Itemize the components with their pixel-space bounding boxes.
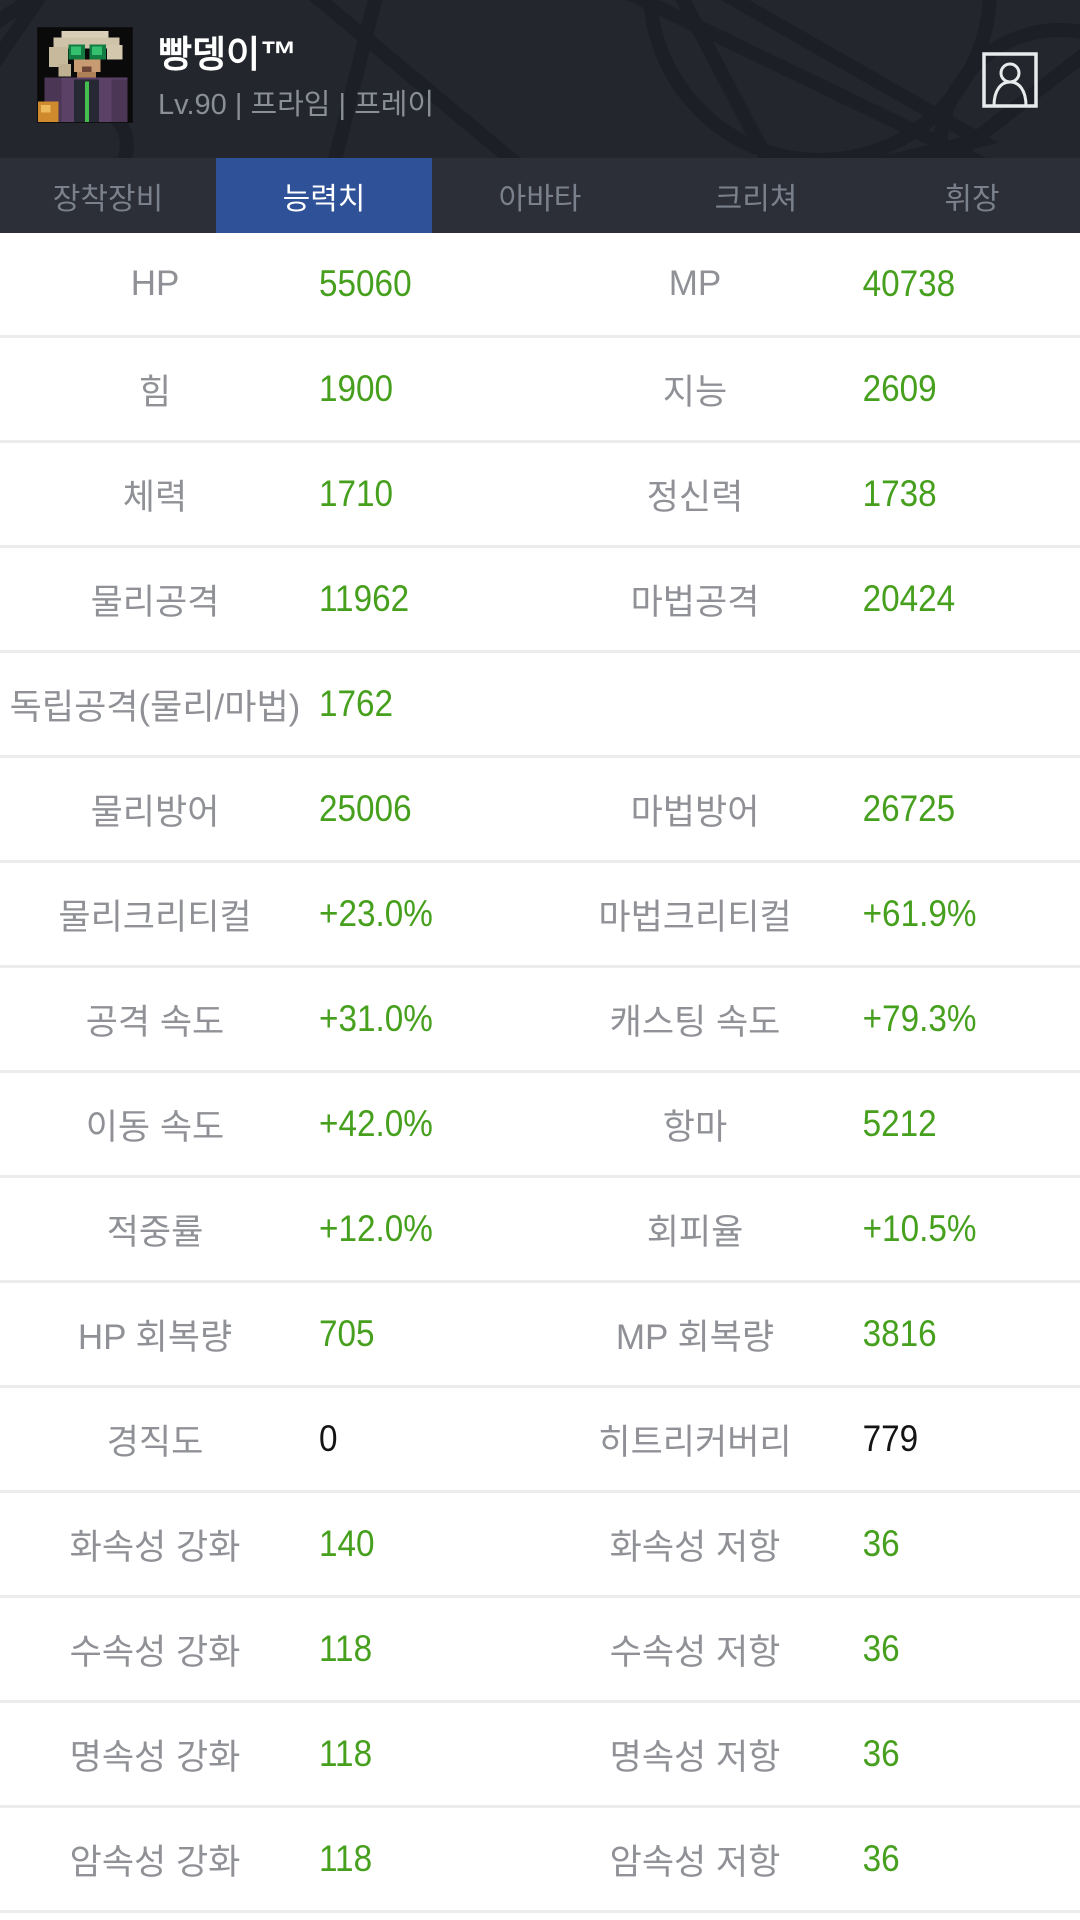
stat-value-left: 118: [319, 1628, 373, 1669]
stat-value-right: +61.9%: [862, 893, 977, 934]
stat-label-right: 정신력: [646, 477, 744, 517]
tab-label: 크리쳐: [714, 182, 798, 216]
stat-label-left: 공격 속도: [85, 1002, 225, 1042]
stat-row: 이동 속도 +42.0% 항마 5212: [0, 1073, 1080, 1178]
stat-row: HP 55060 MP 40738: [0, 233, 1080, 338]
stat-value-right: 36: [862, 1838, 900, 1879]
tab-avatar[interactable]: 아바타: [432, 158, 648, 233]
stat-label-right: 마법공격: [630, 582, 760, 622]
stat-value-left: +12.0%: [319, 1208, 433, 1249]
pixel-avatar-image: [38, 28, 132, 122]
stat-row: 공격 속도 +31.0% 캐스팅 속도 +79.3%: [0, 968, 1080, 1073]
stat-label-right: 마법크리티컬: [598, 897, 792, 937]
stat-label-left: 적중률: [106, 1212, 204, 1252]
stat-value-right: 20424: [862, 578, 956, 619]
magic-circle-background-pattern: [0, 0, 1080, 158]
stat-row: 수속성 강화 118 수속성 저항 36: [0, 1598, 1080, 1703]
stat-label-right: 수속성 저항: [609, 1632, 781, 1672]
stat-value-right: 3816: [862, 1313, 937, 1354]
tab-label: 능력치: [282, 182, 366, 216]
stat-label-left: 이동 속도: [85, 1107, 225, 1147]
stat-label-right: 암속성 저항: [609, 1842, 781, 1882]
stat-row: 독립공격(물리/마법) 1762: [0, 653, 1080, 758]
stat-label-right: MP: [668, 264, 722, 303]
stat-value-left: 118: [319, 1733, 373, 1774]
stat-value-right: +79.3%: [862, 998, 977, 1039]
stat-label-left: 경직도: [106, 1422, 204, 1462]
stat-value-right: 5212: [862, 1103, 937, 1144]
stat-value-left: 140: [319, 1523, 375, 1564]
stat-label-left: 힘: [138, 372, 172, 412]
stat-value-left: 705: [319, 1313, 375, 1354]
stat-row: 암속성 강화 118 암속성 저항 36: [0, 1808, 1080, 1913]
stat-row: 명속성 강화 118 명속성 저항 36: [0, 1703, 1080, 1808]
stat-value-left: 55060: [319, 263, 412, 304]
tab-label: 휘장: [944, 182, 1000, 216]
stat-value-right: 36: [862, 1523, 900, 1564]
tab-stats[interactable]: 능력치: [216, 158, 432, 233]
tab-label: 장착장비: [52, 182, 164, 216]
stat-row: 물리방어 25006 마법방어 26725: [0, 758, 1080, 863]
stat-value-right: 2609: [862, 368, 937, 409]
stat-value-left: 1900: [319, 368, 394, 409]
tab-emblem[interactable]: 휘장: [864, 158, 1080, 233]
profile-person-icon[interactable]: [982, 52, 1038, 108]
stat-label-right: 화속성 저항: [609, 1527, 781, 1567]
tab-bar: 장착장비 능력치 아바타 크리쳐 휘장: [0, 158, 1080, 233]
character-level-server: Lv.90 | 프라임 | 프레이: [158, 88, 435, 121]
stat-value-right: 26725: [862, 788, 956, 829]
stat-label-right: 지능: [662, 372, 728, 412]
stat-value-left: 1762: [319, 683, 394, 724]
tab-creature[interactable]: 크리쳐: [648, 158, 864, 233]
stat-label-left: HP 회복량: [77, 1317, 233, 1357]
stat-label-right: MP 회복량: [615, 1317, 775, 1357]
stat-value-left: +42.0%: [319, 1103, 433, 1144]
character-header: 빵뎅이™ Lv.90 | 프라임 | 프레이: [0, 0, 1080, 158]
stat-row: 힘 1900 지능 2609: [0, 338, 1080, 443]
character-name: 빵뎅이™: [158, 34, 298, 75]
stat-label-right: 마법방어: [630, 792, 760, 832]
stat-row: 체력 1710 정신력 1738: [0, 443, 1080, 548]
stat-value-left: 0: [319, 1418, 338, 1459]
tab-equipment[interactable]: 장착장비: [0, 158, 216, 233]
stat-row: HP 회복량 705 MP 회복량 3816: [0, 1283, 1080, 1388]
stat-label-left: 화속성 강화: [69, 1527, 241, 1567]
stat-label-left: 물리방어: [90, 792, 220, 832]
stat-label-right: 히트리커버리: [598, 1422, 792, 1462]
stat-label-right: 명속성 저항: [609, 1737, 781, 1777]
stat-label-right: 회피율: [646, 1212, 744, 1252]
stat-value-right: 36: [862, 1733, 900, 1774]
stat-label-left: 물리크리티컬: [58, 897, 252, 937]
stat-row: 적중률 +12.0% 회피율 +10.5%: [0, 1178, 1080, 1283]
stat-label-left: 독립공격(물리/마법): [9, 687, 301, 727]
stat-label-left: 암속성 강화: [69, 1842, 241, 1882]
stat-value-right: 779: [862, 1418, 919, 1459]
stat-value-left: 118: [319, 1838, 373, 1879]
stat-value-left: 25006: [319, 788, 412, 829]
stats-table: HP 55060 MP 40738 힘 1900 지능 2609 체력 1710…: [0, 233, 1080, 1913]
stat-row: 물리크리티컬 +23.0% 마법크리티컬 +61.9%: [0, 863, 1080, 968]
stat-value-left: 1710: [319, 473, 394, 514]
tab-label: 아바타: [498, 182, 582, 216]
stat-row: 화속성 강화 140 화속성 저항 36: [0, 1493, 1080, 1598]
stat-row: 물리공격 11962 마법공격 20424: [0, 548, 1080, 653]
stat-label-left: 수속성 강화: [69, 1632, 241, 1672]
stat-value-right: +10.5%: [862, 1208, 977, 1249]
stat-value-right: 1738: [862, 473, 937, 514]
stat-row: 경직도 0 히트리커버리 779: [0, 1388, 1080, 1493]
stat-label-left: HP: [130, 264, 180, 303]
stat-label-left: 명속성 강화: [69, 1737, 241, 1777]
stat-label-left: 체력: [122, 477, 188, 517]
character-avatar: [37, 27, 133, 123]
stat-label-right: 항마: [662, 1107, 728, 1147]
stat-label-right: 캐스팅 속도: [609, 1002, 781, 1042]
stat-value-left: +23.0%: [319, 893, 433, 934]
stat-value-left: 11962: [319, 578, 410, 619]
stat-value-left: +31.0%: [319, 998, 433, 1039]
stat-value-right: 40738: [862, 263, 956, 304]
stat-value-right: 36: [862, 1628, 900, 1669]
stat-label-left: 물리공격: [90, 582, 220, 622]
